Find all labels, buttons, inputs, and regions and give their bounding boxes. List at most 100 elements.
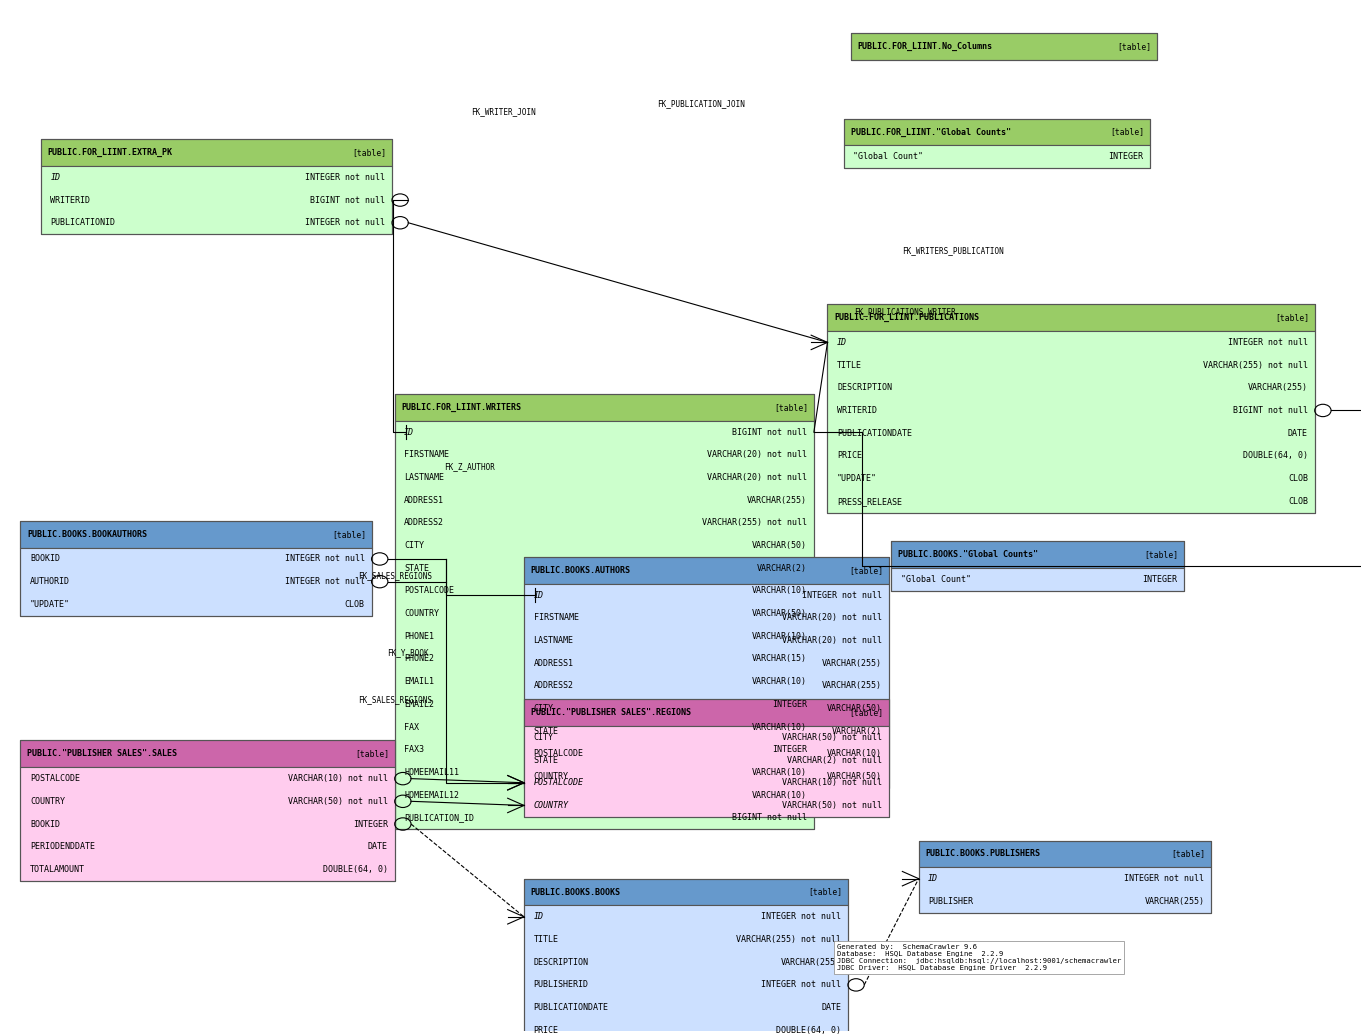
Text: COUNTRY: COUNTRY [534,772,569,781]
Text: FIRSTNAME: FIRSTNAME [534,614,578,622]
Text: DOUBLE(64, 0): DOUBLE(64, 0) [1243,451,1308,461]
Text: PUBLIC.FOR_LIINT.EXTRA_PK: PUBLIC.FOR_LIINT.EXTRA_PK [48,148,173,157]
Text: VARCHAR(50): VARCHAR(50) [827,704,882,713]
Text: PHONE2: PHONE2 [404,654,434,663]
Text: VARCHAR(255) not null: VARCHAR(255) not null [702,519,807,528]
Text: FIRSTNAME: FIRSTNAME [404,450,449,460]
Text: VARCHAR(255): VARCHAR(255) [822,658,882,668]
Text: [table]: [table] [1111,127,1145,137]
Text: PUBLIC.FOR_LIINT."Global Counts": PUBLIC.FOR_LIINT."Global Counts" [851,127,1011,137]
Text: VARCHAR(255) not null: VARCHAR(255) not null [1203,360,1308,369]
Text: "UPDATE": "UPDATE" [837,474,876,483]
Text: STATE: STATE [404,564,429,572]
Text: BIGINT not null: BIGINT not null [310,196,385,205]
Text: STATE: STATE [534,756,558,765]
Text: INTEGER not null: INTEGER not null [305,218,385,228]
Text: PHONE1: PHONE1 [404,631,434,641]
Text: VARCHAR(10) not null: VARCHAR(10) not null [289,774,388,783]
Text: PUBLICATIONDATE: PUBLICATIONDATE [534,1003,608,1012]
Text: [table]: [table] [1172,850,1206,858]
Text: PUBLICATIONDATE: PUBLICATIONDATE [837,428,912,438]
Text: DATE: DATE [821,1003,841,1012]
Text: DESCRIPTION: DESCRIPTION [534,957,588,967]
Text: VARCHAR(50) not null: VARCHAR(50) not null [783,801,882,810]
Text: VARCHAR(10): VARCHAR(10) [753,631,807,641]
Text: INTEGER not null: INTEGER not null [1124,875,1204,883]
Text: [table]: [table] [1275,314,1309,322]
Text: FK_Y_BOOK: FK_Y_BOOK [388,648,429,657]
Text: VARCHAR(10): VARCHAR(10) [753,791,807,800]
FancyBboxPatch shape [20,521,372,548]
Text: VARCHAR(2) not null: VARCHAR(2) not null [787,756,882,765]
Text: CITY: CITY [534,733,554,742]
Text: ID: ID [534,591,543,599]
Text: "Global Count": "Global Count" [853,152,923,161]
Text: VARCHAR(50): VARCHAR(50) [753,541,807,550]
Text: VARCHAR(255): VARCHAR(255) [822,681,882,690]
Text: FK_SALES_REGIONS: FK_SALES_REGIONS [358,694,431,704]
Text: FK_SALES_REGIONS: FK_SALES_REGIONS [358,571,431,580]
Text: VARCHAR(2): VARCHAR(2) [757,564,807,572]
Text: INTEGER not null: INTEGER not null [284,578,365,586]
Text: FK_WRITER_JOIN: FK_WRITER_JOIN [471,107,536,116]
Text: [table]: [table] [355,749,389,759]
Text: VARCHAR(2): VARCHAR(2) [832,727,882,736]
Text: [table]: [table] [1145,551,1179,559]
Text: POSTALCODE: POSTALCODE [30,774,80,783]
Text: INTEGER not null: INTEGER not null [761,980,841,989]
Text: INTEGER not null: INTEGER not null [1228,337,1308,347]
Text: ADDRESS1: ADDRESS1 [404,496,444,505]
Text: VARCHAR(50) not null: VARCHAR(50) not null [289,797,388,806]
Text: FK_Z_AUTHOR: FK_Z_AUTHOR [444,462,495,471]
Text: DATE: DATE [1288,428,1308,438]
Text: BIGINT not null: BIGINT not null [1233,406,1308,415]
Text: DOUBLE(64, 0): DOUBLE(64, 0) [776,1026,841,1035]
Text: PUBLICATIONID: PUBLICATIONID [50,218,116,228]
Text: PRESS_RELEASE: PRESS_RELEASE [837,497,902,506]
FancyBboxPatch shape [41,140,392,166]
Text: CITY: CITY [534,704,554,713]
Text: DOUBLE(64, 0): DOUBLE(64, 0) [323,865,388,874]
FancyBboxPatch shape [827,304,1315,331]
Text: PUBLIC.FOR_LIINT.PUBLICATIONS: PUBLIC.FOR_LIINT.PUBLICATIONS [834,313,980,322]
Text: [table]: [table] [849,708,883,717]
Text: VARCHAR(10): VARCHAR(10) [753,677,807,686]
Text: AUTHORID: AUTHORID [30,578,69,586]
FancyBboxPatch shape [524,700,889,726]
Text: ID: ID [404,427,414,437]
Text: VARCHAR(50): VARCHAR(50) [827,772,882,781]
Text: TITLE: TITLE [837,360,862,369]
Text: ADDRESS2: ADDRESS2 [404,519,444,528]
Text: VARCHAR(255): VARCHAR(255) [781,957,841,967]
Text: BOOKID: BOOKID [30,555,60,563]
Text: "UPDATE": "UPDATE" [30,600,69,609]
Text: VARCHAR(10): VARCHAR(10) [753,587,807,595]
FancyBboxPatch shape [851,33,1157,60]
FancyBboxPatch shape [395,394,814,421]
Text: PUBLISHERID: PUBLISHERID [534,980,588,989]
Text: ID: ID [928,875,938,883]
Text: POSTALCODE: POSTALCODE [534,778,584,788]
Text: STATE: STATE [534,727,558,736]
FancyBboxPatch shape [20,548,372,616]
Text: VARCHAR(10) not null: VARCHAR(10) not null [783,778,882,788]
Text: VARCHAR(255): VARCHAR(255) [1248,383,1308,392]
Text: DATE: DATE [367,842,388,851]
Text: DESCRIPTION: DESCRIPTION [837,383,891,392]
FancyBboxPatch shape [20,767,395,881]
Text: VARCHAR(15): VARCHAR(15) [753,654,807,663]
FancyBboxPatch shape [524,906,848,1035]
Text: INTEGER: INTEGER [1142,575,1177,584]
Text: WRITERID: WRITERID [50,196,90,205]
Text: VARCHAR(10): VARCHAR(10) [827,749,882,759]
Text: PUBLIC."PUBLISHER SALES".REGIONS: PUBLIC."PUBLISHER SALES".REGIONS [531,708,691,717]
Text: ID: ID [534,912,543,921]
FancyBboxPatch shape [919,840,1211,867]
Text: FAX3: FAX3 [404,745,425,755]
Text: TOTALAMOUNT: TOTALAMOUNT [30,865,84,874]
Text: PUBLIC.BOOKS.PUBLISHERS: PUBLIC.BOOKS.PUBLISHERS [925,850,1040,858]
Text: ADDRESS2: ADDRESS2 [534,681,573,690]
Text: COUNTRY: COUNTRY [30,797,65,806]
Text: PUBLIC.BOOKS.AUTHORS: PUBLIC.BOOKS.AUTHORS [531,566,630,574]
Text: EMAIL1: EMAIL1 [404,677,434,686]
